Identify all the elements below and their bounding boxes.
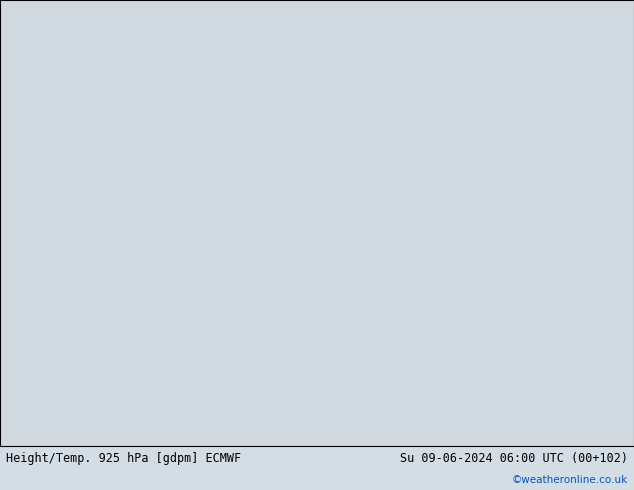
- Text: Height/Temp. 925 hPa [gdpm] ECMWF: Height/Temp. 925 hPa [gdpm] ECMWF: [6, 452, 242, 465]
- Text: Su 09-06-2024 06:00 UTC (00+102): Su 09-06-2024 06:00 UTC (00+102): [399, 452, 628, 465]
- Text: ©weatheronline.co.uk: ©weatheronline.co.uk: [512, 475, 628, 485]
